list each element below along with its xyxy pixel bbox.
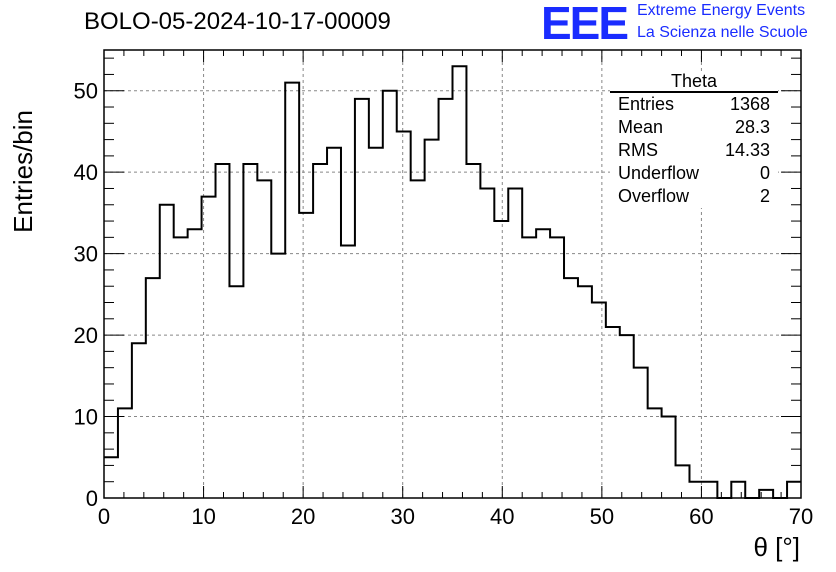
histogram-bin: [731, 482, 745, 498]
stats-title: Theta: [610, 72, 778, 93]
plot-frame: [103, 49, 802, 499]
histogram-bin: [676, 465, 690, 498]
histogram-bin: [383, 91, 397, 498]
y-axis-label: Entries/bin: [8, 110, 38, 233]
stats-row-rms: RMS 14.33: [610, 139, 778, 162]
y-tick-label: 10: [74, 405, 98, 430]
x-tick-label: 60: [689, 504, 713, 529]
y-tick-label: 30: [74, 242, 98, 267]
histogram-bin: [662, 417, 676, 498]
eee-logo: EEE: [541, 0, 629, 49]
histogram-bin: [508, 188, 522, 498]
histogram-bin: [425, 140, 439, 498]
histogram-bin: [453, 66, 467, 498]
x-tick-label: 20: [291, 504, 315, 529]
stats-row-mean: Mean 28.3: [610, 116, 778, 139]
histogram-bin: [104, 457, 118, 498]
stats-label: Underflow: [618, 163, 700, 183]
x-tick-label: 10: [191, 504, 215, 529]
histogram-bin: [787, 482, 801, 498]
histogram-bin: [146, 278, 160, 498]
histogram-bin: [216, 164, 230, 498]
stats-value: 1368: [729, 94, 770, 114]
stats-label: Mean: [618, 117, 664, 137]
logo-line-2: La Scienza nelle Scuole: [637, 24, 808, 41]
histogram-bin: [341, 245, 355, 498]
stats-value: 28.3: [734, 117, 770, 137]
y-tick-label: 0: [86, 486, 98, 511]
histogram-bin: [703, 482, 717, 498]
stats-label: Overflow: [618, 186, 690, 206]
histogram-bin: [243, 164, 257, 498]
histogram-bin: [397, 131, 411, 498]
histogram-bin: [411, 180, 425, 498]
histogram-bin: [257, 180, 271, 498]
histogram-bin: [369, 148, 383, 498]
x-axis-label: θ [°]: [753, 532, 800, 562]
stats-label: Entries: [618, 94, 675, 114]
histogram-bin: [606, 327, 620, 498]
histogram-bin: [132, 343, 146, 498]
histogram-bin: [634, 368, 648, 498]
histogram-bin: [188, 229, 202, 498]
stats-row-underflow: Underflow 0: [610, 162, 778, 185]
histogram-bin: [578, 286, 592, 498]
histogram-bin: [118, 408, 132, 498]
histogram-bin: [466, 164, 480, 498]
histogram-bin: [271, 254, 285, 498]
stats-box: Theta Entries 1368 Mean 28.3 RMS 14.33 U…: [610, 72, 778, 208]
histogram-bin: [522, 237, 536, 498]
y-tick-label: 40: [74, 160, 98, 185]
histogram-bin: [550, 237, 564, 498]
x-tick-label: 40: [490, 504, 514, 529]
histogram-bin: [229, 286, 243, 498]
stats-row-overflow: Overflow 2: [610, 185, 778, 208]
histogram-bin: [174, 237, 188, 498]
histogram-bin: [494, 221, 508, 498]
histogram-bin: [480, 188, 494, 498]
histogram-bin: [299, 213, 313, 498]
x-tick-label: 50: [590, 504, 614, 529]
histogram-bin: [160, 205, 174, 498]
page-title: BOLO-05-2024-10-17-00009: [84, 8, 391, 35]
histogram-bin: [313, 164, 327, 498]
stats-value: 14.33: [724, 140, 770, 160]
histogram-bin: [564, 278, 578, 498]
y-tick-label: 20: [74, 323, 98, 348]
stats-value: 2: [759, 186, 770, 206]
histogram-bin: [285, 83, 299, 498]
stats-label: RMS: [618, 140, 658, 160]
stats-value: 0: [759, 163, 770, 183]
x-tick-label: 70: [789, 504, 813, 529]
histogram-bin: [536, 229, 550, 498]
histogram-bin: [648, 408, 662, 498]
histogram-bin: [592, 303, 606, 498]
histogram-bin: [355, 99, 369, 498]
x-tick-label: 30: [390, 504, 414, 529]
stats-row-entries: Entries 1368: [610, 93, 778, 116]
histogram-bin: [439, 99, 453, 498]
histogram-bin: [327, 148, 341, 498]
histogram-line: [104, 65, 801, 499]
logo-line-1: Extreme Energy Events: [637, 2, 806, 19]
x-tick-label: 0: [98, 504, 110, 529]
y-tick-label: 50: [74, 79, 98, 104]
